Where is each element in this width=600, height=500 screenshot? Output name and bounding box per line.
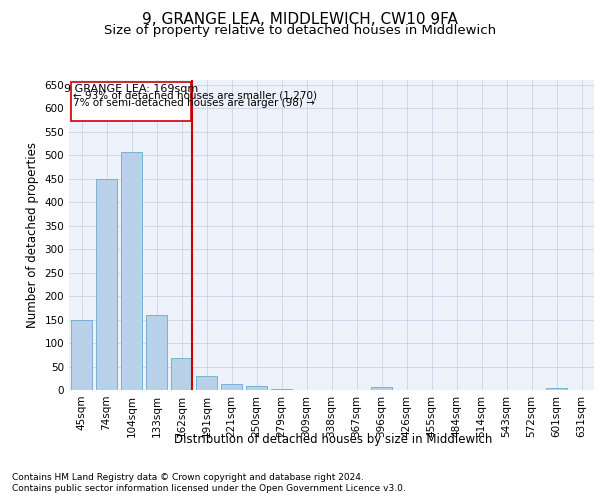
Text: ← 93% of detached houses are smaller (1,270): ← 93% of detached houses are smaller (1,… xyxy=(73,91,317,101)
Bar xyxy=(246,386,267,390)
Bar xyxy=(271,388,292,390)
Bar xyxy=(546,388,567,390)
Y-axis label: Number of detached properties: Number of detached properties xyxy=(26,142,39,328)
Bar xyxy=(371,387,392,390)
FancyBboxPatch shape xyxy=(71,82,191,121)
Bar xyxy=(196,376,217,390)
Text: 7% of semi-detached houses are larger (98) →: 7% of semi-detached houses are larger (9… xyxy=(73,98,314,108)
Text: 9 GRANGE LEA: 169sqm: 9 GRANGE LEA: 169sqm xyxy=(64,84,198,94)
Text: Size of property relative to detached houses in Middlewich: Size of property relative to detached ho… xyxy=(104,24,496,37)
Text: Contains public sector information licensed under the Open Government Licence v3: Contains public sector information licen… xyxy=(12,484,406,493)
Bar xyxy=(121,152,142,390)
Text: Contains HM Land Registry data © Crown copyright and database right 2024.: Contains HM Land Registry data © Crown c… xyxy=(12,472,364,482)
Text: Distribution of detached houses by size in Middlewich: Distribution of detached houses by size … xyxy=(174,432,492,446)
Bar xyxy=(221,384,242,390)
Bar xyxy=(146,315,167,390)
Text: 9, GRANGE LEA, MIDDLEWICH, CW10 9FA: 9, GRANGE LEA, MIDDLEWICH, CW10 9FA xyxy=(142,12,458,28)
Bar xyxy=(96,178,117,390)
Bar xyxy=(71,320,92,390)
Bar xyxy=(171,358,192,390)
